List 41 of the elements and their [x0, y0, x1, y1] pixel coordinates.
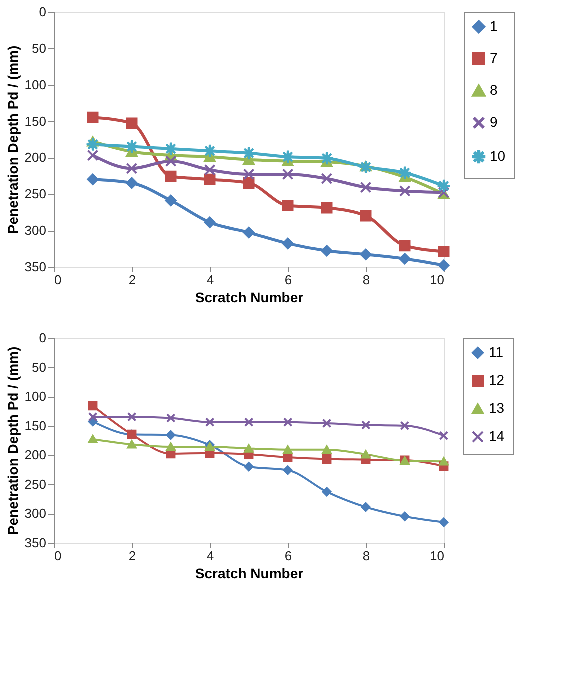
y-axis-title: Penetration Depth Pd / (mm): [4, 346, 21, 536]
legend-label: 14: [489, 428, 505, 444]
y-tick-label: 350: [24, 536, 46, 550]
y-tick-label: 150: [24, 418, 46, 434]
y-tick-label: 200: [24, 150, 46, 166]
y-tick-label: 0: [39, 4, 46, 20]
y-tick-label: 150: [24, 114, 46, 129]
x-tick-label: 2: [128, 272, 136, 288]
x-axis-title: Scratch Number: [195, 566, 304, 582]
x-tick-label: 4: [206, 272, 214, 288]
y-tick-label: 50: [32, 40, 46, 56]
x-tick-label: 0: [54, 272, 62, 288]
legend-label: 8: [490, 82, 498, 98]
x-tick-label: 10: [430, 272, 444, 288]
y-tick-label: 50: [32, 360, 46, 375]
x-tick-label: 6: [284, 272, 292, 288]
legend-label: 11: [489, 344, 504, 360]
y-tick-label: 250: [24, 186, 46, 202]
x-tick-label: 2: [128, 548, 136, 564]
legend-label: 12: [489, 372, 505, 388]
x-tick-label: 8: [362, 548, 370, 564]
y-tick-label: 200: [24, 448, 46, 463]
y-tick-label: 300: [24, 506, 46, 522]
legend-label: 1: [490, 18, 498, 34]
x-tick-label: 6: [284, 548, 292, 564]
legend-label: 10: [490, 148, 506, 164]
legend-label: 9: [490, 114, 498, 130]
x-tick-label: 0: [54, 548, 62, 564]
y-tick-label: 250: [24, 476, 46, 492]
y-tick-label: 300: [24, 223, 46, 238]
legend-label: 13: [489, 400, 505, 416]
x-axis-title: Scratch Number: [195, 290, 304, 306]
y-tick-label: 350: [24, 260, 46, 274]
y-axis-title: Penetration Depth Pd / (mm): [4, 46, 21, 234]
legend-label: 7: [490, 50, 498, 66]
y-tick-label: 0: [39, 330, 46, 346]
x-tick-label: 4: [206, 548, 214, 564]
x-tick-label: 8: [362, 272, 370, 288]
x-tick-label: 10: [430, 548, 444, 564]
y-tick-label: 100: [24, 389, 46, 404]
y-tick-label: 100: [24, 77, 46, 92]
